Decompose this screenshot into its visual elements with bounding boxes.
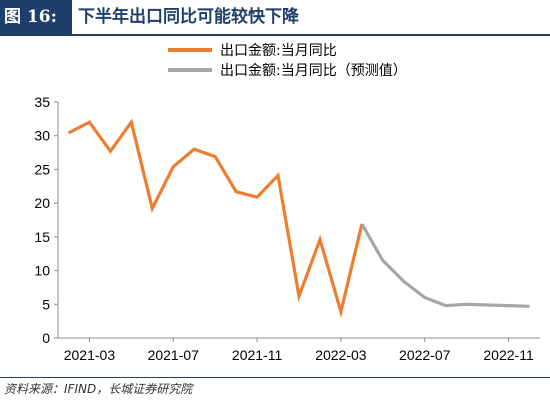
figure-title: 下半年出口同比可能较快下降 [78,7,299,27]
series-layer [67,118,530,318]
y-tick-label: 0 [42,330,50,346]
figure-number: 图 16: [0,0,72,34]
y-tick-label: 20 [34,195,50,211]
x-tick-label: 2022-03 [315,347,367,363]
y-tick-label: 35 [34,94,50,110]
y-tick-label: 10 [34,263,50,279]
x-tick-label: 2022-07 [399,347,451,363]
axes: 0 5 10 15 20 25 30 35 2021-03 2021-07 2021-11 2022-… [34,94,540,363]
series-line-actual [67,118,364,318]
source-note: 资料来源：IFIND，长城证券研究院 [4,382,193,396]
y-tick-label: 15 [34,229,50,245]
x-tick-label: 2021-11 [232,347,283,363]
x-tick-label: 2021-03 [64,347,116,363]
x-tick-label: 2022-11 [483,347,534,363]
bottom-rule [0,377,550,378]
legend-label-forecast: 出口金额:当月同比（预测值） [220,63,407,79]
series-line-forecast [360,223,530,308]
y-tick-label: 30 [34,128,50,144]
figure-header: 图 16: 下半年出口同比可能较快下降 [0,0,550,36]
x-tick-label: 2021-07 [148,347,200,363]
legend-label-actual: 出口金额:当月同比 [220,43,337,59]
y-tick-label: 5 [42,296,50,312]
y-tick-label: 25 [34,161,50,177]
